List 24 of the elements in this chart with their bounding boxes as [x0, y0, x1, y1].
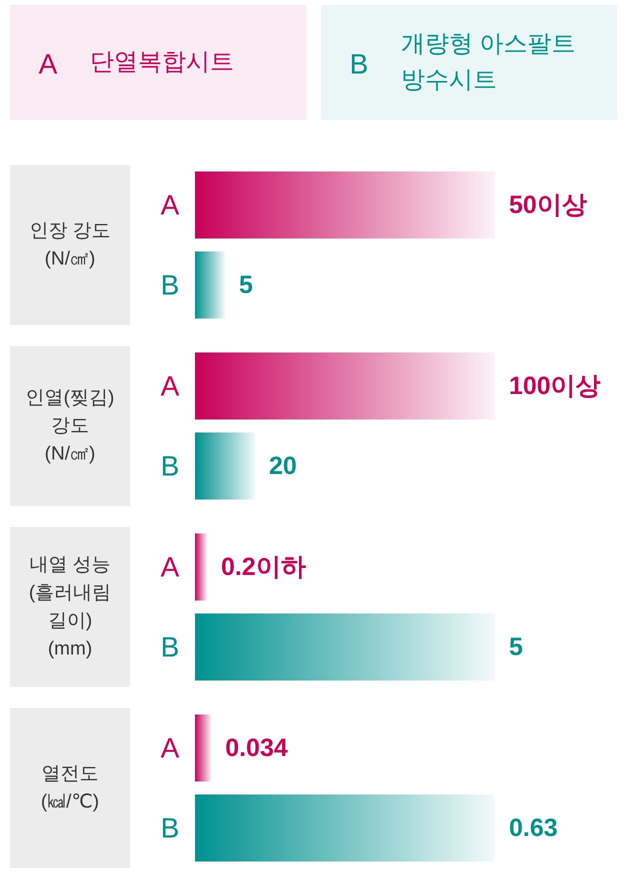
text: 인열(찢김) 강도 (N/㎠): [26, 388, 114, 464]
text: 개량형 아스팔트 방수시트: [401, 30, 576, 94]
y-tick-label: B: [160, 270, 180, 300]
y-tick-label: A: [160, 190, 180, 220]
data-label: 100이상: [509, 372, 601, 400]
category-label: A: [38, 48, 58, 80]
y-tick-label: A: [160, 370, 180, 402]
data-label: 0.2이하: [221, 553, 306, 581]
text: 열전도 (㎉/℃): [40, 764, 100, 812]
category-label: B: [350, 48, 368, 80]
data-label: 5: [239, 271, 253, 299]
text: 인장 강도 (N/㎠): [29, 220, 111, 270]
y-tick-label: A: [160, 552, 180, 582]
text: 단열복합시트: [90, 48, 234, 76]
y-tick-label: B: [160, 632, 180, 662]
y-tick-label: B: [160, 812, 180, 844]
data-label: 20: [269, 452, 297, 480]
text: 내열 성능 (흘러내림 길이) (mm): [28, 554, 112, 660]
data-label: 0.63: [509, 814, 558, 842]
data-label: 5: [509, 633, 523, 661]
data-label: 50이상: [509, 191, 587, 219]
y-tick-label: B: [160, 450, 180, 482]
y-tick-label: A: [160, 732, 180, 764]
data-label: 0.034: [225, 734, 288, 762]
